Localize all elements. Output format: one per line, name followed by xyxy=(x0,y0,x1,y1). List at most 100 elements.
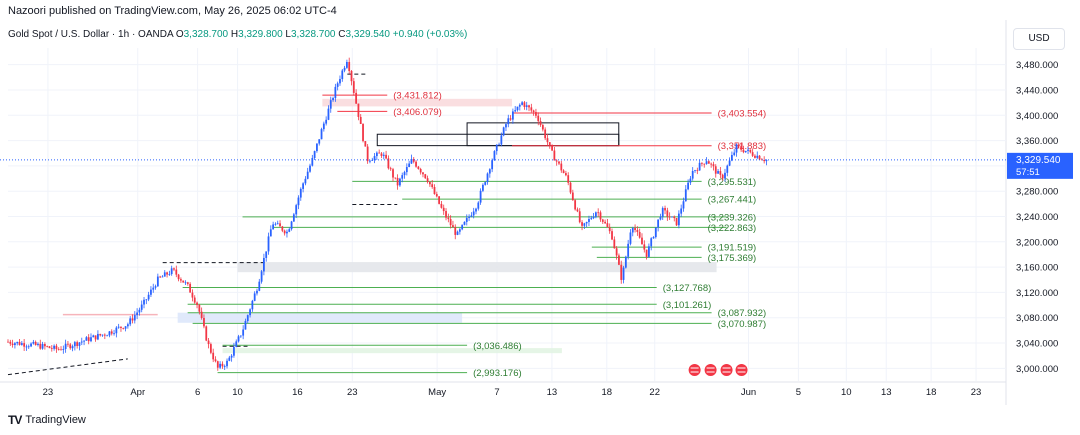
candle-body xyxy=(684,189,687,202)
candle-body xyxy=(576,209,579,212)
candle-body xyxy=(136,312,139,316)
candle-body xyxy=(295,205,298,215)
level-label: (3,036.486) xyxy=(473,341,522,352)
candle-body xyxy=(461,224,464,230)
candle-body xyxy=(355,92,358,104)
candle-body xyxy=(143,299,145,305)
candle-body xyxy=(482,184,484,191)
candle-body xyxy=(601,219,604,222)
current-price-label: 3,329.540 xyxy=(1016,155,1061,166)
candle-body xyxy=(514,110,517,112)
resistance-zone xyxy=(322,98,512,107)
candle-body xyxy=(403,172,406,176)
candle-body xyxy=(387,158,390,169)
x-tick-label: 7 xyxy=(494,387,499,398)
candle-body xyxy=(198,304,201,312)
candle-body xyxy=(419,169,422,173)
candle-body xyxy=(369,160,371,162)
candle-body xyxy=(256,290,258,294)
level-label: (3,191.519) xyxy=(708,243,757,254)
candle-body xyxy=(249,309,251,316)
candle-body xyxy=(648,246,650,257)
price-chart[interactable]: (3,431.812)(3,406.079)(3,403.554)(3,351.… xyxy=(0,0,1080,410)
candle-body xyxy=(316,143,318,152)
candle-body xyxy=(320,129,323,140)
candle-body xyxy=(110,331,113,334)
candle-body xyxy=(574,200,577,210)
candle-body xyxy=(659,216,662,220)
candle-body xyxy=(168,274,171,275)
candle-body xyxy=(558,161,560,164)
candle-body xyxy=(184,282,187,284)
candle-body xyxy=(343,67,346,71)
y-tick-label: 3,280.000 xyxy=(1016,187,1058,198)
candle-body xyxy=(495,144,498,152)
candle-body xyxy=(80,341,83,343)
candle-body xyxy=(426,178,429,182)
candle-body xyxy=(470,215,473,217)
candle-body xyxy=(260,271,263,282)
candle-body xyxy=(548,142,551,146)
candle-body xyxy=(594,212,597,217)
candle-body xyxy=(726,165,729,173)
candle-body xyxy=(500,135,503,145)
candle-body xyxy=(454,227,457,235)
candle-body xyxy=(445,211,447,218)
x-tick-label: Apr xyxy=(130,387,145,398)
candle-body xyxy=(740,146,743,150)
level-label: (3,127.768) xyxy=(663,283,712,294)
candle-body xyxy=(193,297,196,303)
x-tick-label: 16 xyxy=(292,387,303,398)
y-tick-label: 3,440.000 xyxy=(1016,85,1058,96)
candle-body xyxy=(618,255,620,265)
candle-body xyxy=(18,341,21,345)
candle-body xyxy=(465,217,468,222)
candle-body xyxy=(226,360,228,367)
candle-body xyxy=(385,154,387,159)
candle-body xyxy=(237,336,240,342)
candle-body xyxy=(156,276,159,287)
candle-body xyxy=(341,70,344,80)
candle-body xyxy=(668,216,671,218)
candle-body xyxy=(507,118,510,125)
candle-body xyxy=(380,153,383,156)
candle-body xyxy=(721,174,724,179)
candle-body xyxy=(214,359,217,362)
candle-body xyxy=(565,173,567,176)
candle-body xyxy=(491,160,494,170)
candle-body xyxy=(604,221,607,224)
candle-body xyxy=(735,144,738,153)
currency-selector[interactable]: USD xyxy=(1013,28,1065,50)
candle-body xyxy=(64,343,67,349)
candle-body xyxy=(364,141,367,147)
candle-body xyxy=(53,345,56,349)
candle-body xyxy=(392,169,394,178)
x-tick-label: 18 xyxy=(926,387,937,398)
candle-body xyxy=(719,171,722,175)
candle-body xyxy=(170,268,173,275)
candle-body xyxy=(345,61,348,68)
candle-body xyxy=(502,127,505,136)
candle-body xyxy=(286,231,288,234)
candle-body xyxy=(357,103,360,117)
candle-body xyxy=(475,208,477,212)
candle-body xyxy=(39,343,42,349)
event-flags xyxy=(687,363,749,377)
candle-body xyxy=(417,166,420,170)
candle-body xyxy=(43,344,46,347)
candle-body xyxy=(583,223,586,226)
candle-body xyxy=(23,343,26,347)
candle-body xyxy=(230,355,233,358)
candle-body xyxy=(352,81,355,93)
candle-body xyxy=(221,363,224,367)
candle-body xyxy=(449,219,452,226)
candle-body xyxy=(588,218,590,222)
candle-body xyxy=(90,337,92,342)
candle-body xyxy=(69,344,72,349)
candle-body xyxy=(348,61,351,72)
candle-body xyxy=(624,256,627,268)
candle-body xyxy=(742,149,745,153)
candle-body xyxy=(55,345,58,350)
candle-body xyxy=(622,267,625,280)
